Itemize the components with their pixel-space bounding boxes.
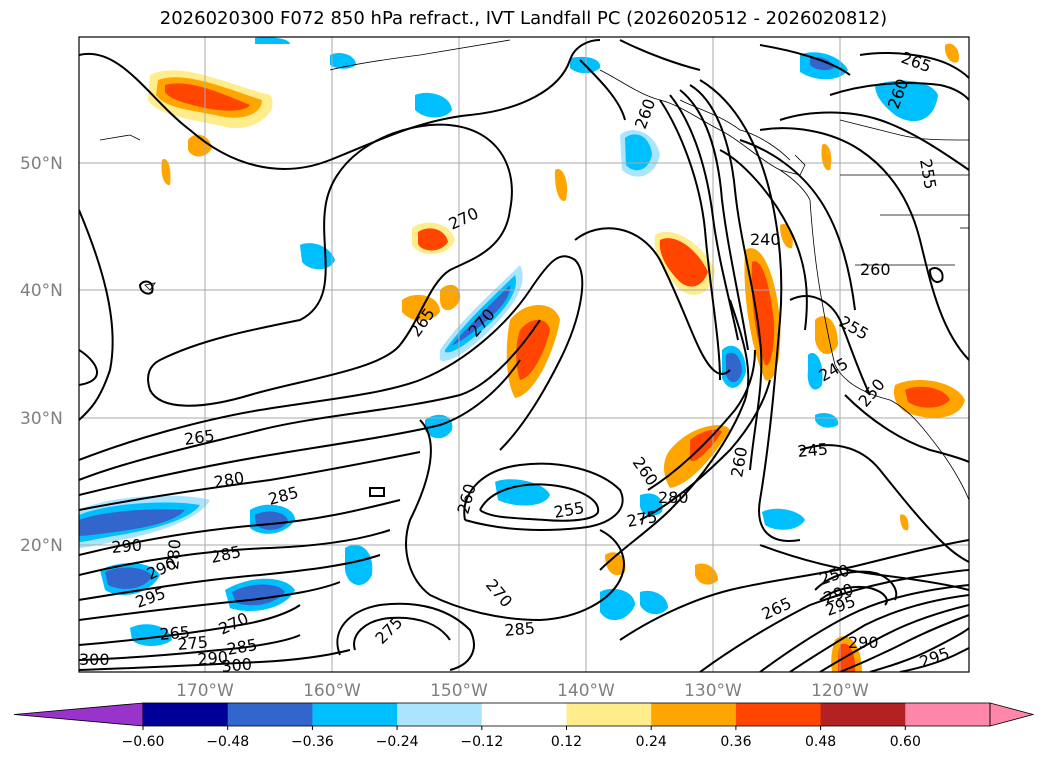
contour-label: 260 xyxy=(860,260,891,279)
contour-label: 290 xyxy=(197,647,229,669)
colorbar-bin xyxy=(651,703,737,726)
colorbar-bin xyxy=(312,703,398,726)
colorbar-tick-label: −0.12 xyxy=(460,734,503,750)
contour-label: 290 xyxy=(111,535,143,557)
colorbar-tick-label: −0.48 xyxy=(206,734,249,750)
colorbar-extend-min xyxy=(13,702,144,727)
colorbar-bin xyxy=(227,703,313,726)
colorbar-bin xyxy=(397,703,483,726)
colorbar-tick-label: −0.24 xyxy=(376,734,419,750)
colorbar-tick-label: 0.48 xyxy=(805,734,836,750)
colorbar: −0.60 −0.48 −0.36 −0.24 −0.12 0.12 0.24 0.36 0.4… xyxy=(13,702,1035,750)
contour-label: 275 xyxy=(177,632,209,654)
lon-label: 130°W xyxy=(684,681,742,701)
colorbar-bin xyxy=(905,703,991,726)
colorbar-tick-label: 0.36 xyxy=(720,734,751,750)
lon-label: 150°W xyxy=(430,681,488,701)
lon-label: 120°W xyxy=(811,681,869,701)
colorbar-tick-label: 0.60 xyxy=(890,734,921,750)
colorbar-extend-max xyxy=(989,702,1035,727)
colorbar-tick-label: 0.12 xyxy=(551,734,582,750)
contour-lines xyxy=(79,39,969,672)
colorbar-tick-label: 0.24 xyxy=(636,734,667,750)
lat-label: 50°N xyxy=(20,154,63,174)
longitude-labels: 170°W 160°W 150°W 140°W 130°W 120°W xyxy=(176,681,869,701)
colorbar-tick-label: −0.60 xyxy=(122,734,165,750)
contour-label: 300 xyxy=(79,650,110,669)
shaded-patches xyxy=(79,37,965,672)
colorbar-tick-label: −0.36 xyxy=(291,734,334,750)
colorbar-bin xyxy=(481,703,567,726)
contour-label: 240 xyxy=(750,230,781,249)
lon-label: 160°W xyxy=(303,681,361,701)
plot-frame xyxy=(78,36,970,673)
map-title: 2026020300 F072 850 hPa refract., IVT La… xyxy=(159,8,888,29)
contour-label: 265 xyxy=(183,426,216,449)
contour-label: 245 xyxy=(797,439,829,461)
colorbar-bin xyxy=(820,703,906,726)
lon-label: 140°W xyxy=(557,681,615,701)
contour-label: 290 xyxy=(848,633,879,652)
contour-label: 280 xyxy=(163,538,185,570)
lon-label: 170°W xyxy=(176,681,234,701)
coastlines xyxy=(99,39,969,501)
colorbar-bin xyxy=(735,703,822,726)
colorbar-bin xyxy=(143,703,229,726)
colorbar-bin xyxy=(566,703,652,726)
latitude-labels: 50°N 40°N 30°N 20°N xyxy=(20,154,63,556)
lat-label: 40°N xyxy=(20,281,63,301)
contour-label: 280 xyxy=(658,488,689,507)
contour-label: 300 xyxy=(221,654,253,676)
contour-label: 285 xyxy=(504,618,536,640)
graticule xyxy=(79,37,969,672)
lat-label: 20°N xyxy=(20,536,63,556)
lat-label: 30°N xyxy=(20,409,63,429)
contour-label: 265 xyxy=(159,622,191,644)
